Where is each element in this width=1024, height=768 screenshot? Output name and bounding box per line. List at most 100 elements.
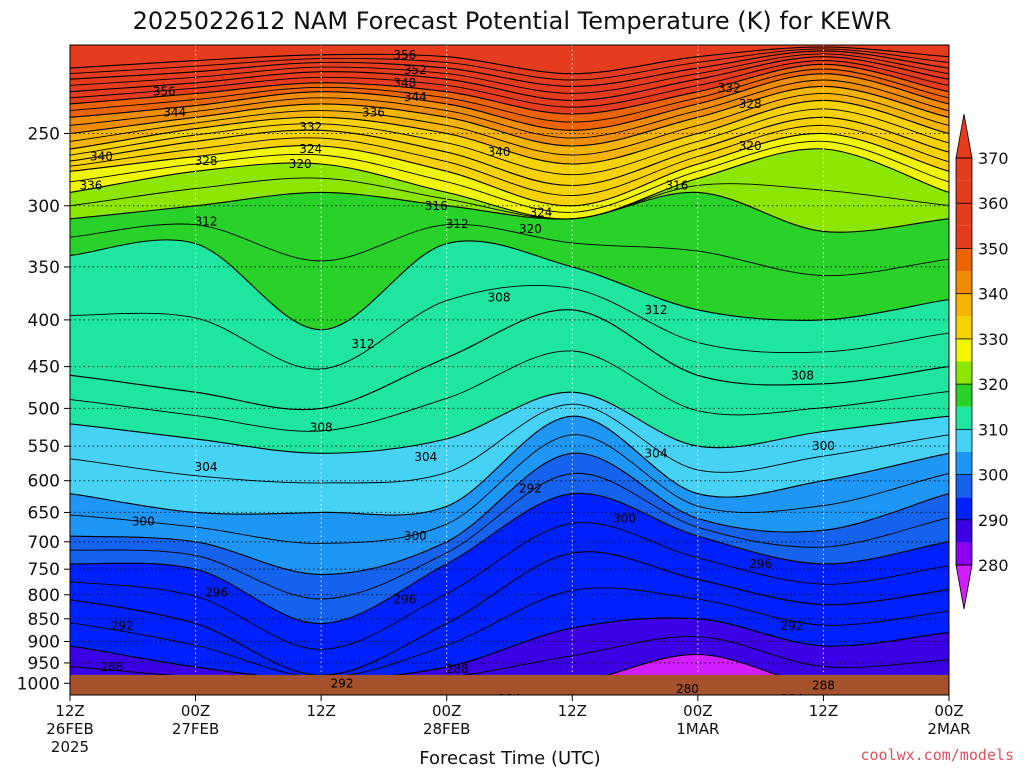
contour-label: 312	[645, 303, 668, 317]
contour-label: 348	[393, 76, 416, 90]
band-356	[70, 45, 949, 74]
x-tick-label: 2025	[51, 738, 89, 756]
contour-label: 340	[488, 145, 511, 159]
colorbar-segment	[956, 338, 972, 362]
colorbar-label: 340	[978, 285, 1009, 304]
x-tick-label: 12Z	[306, 702, 335, 720]
colorbar-segment	[956, 361, 972, 385]
isentrope-minor	[70, 636, 949, 684]
contour-label: 308	[488, 290, 511, 304]
isentrope-308	[70, 309, 949, 411]
contour-label: 320	[739, 139, 762, 153]
isentrope-356	[70, 46, 949, 75]
y-tick-label: 1000	[17, 674, 60, 694]
x-tick-label: 26FEB	[46, 720, 93, 738]
isentrope-344	[70, 63, 949, 115]
x-axis-label: Forecast Time (UTC)	[419, 748, 600, 768]
isentrope-296	[70, 452, 949, 575]
contour-label: 332	[299, 120, 322, 134]
contour-label: 288	[100, 660, 123, 674]
isentrope-minor	[70, 472, 949, 600]
isentrope-minor	[70, 124, 949, 197]
isentrope-minor	[70, 92, 949, 156]
isentrope-352	[70, 50, 949, 87]
x-tick-label: 12Z	[809, 702, 838, 720]
colorbar-segment	[956, 158, 972, 181]
contour-label: 284	[226, 699, 249, 713]
isentrope-288	[70, 551, 949, 676]
contour-label: 300	[812, 439, 835, 453]
isentrope-324	[70, 132, 949, 207]
isentrope-fill-bands	[70, 45, 949, 695]
contour-label: 284	[781, 692, 804, 706]
colorbar-label: 370	[978, 149, 1009, 168]
contour-label: 336	[79, 178, 102, 192]
x-tick-label: 00Z	[181, 702, 210, 720]
colorbar-segment	[956, 293, 972, 317]
y-tick-label: 250	[28, 124, 60, 144]
isentrope-284	[70, 617, 949, 680]
contour-label: 316	[425, 199, 448, 213]
isentrope-316	[70, 191, 949, 233]
contour-label: 304	[645, 446, 668, 460]
isentrope-minor	[70, 68, 949, 123]
y-tick-label: 400	[28, 311, 60, 331]
contour-label: 356	[153, 85, 176, 99]
contour-label: 312	[352, 337, 375, 351]
y-axis-ticks: 2503003504004505005506006507007508008509…	[17, 124, 70, 694]
x-tick-label: 1MAR	[676, 720, 719, 738]
colorbar-segment	[956, 451, 972, 475]
contour-label: 336	[362, 105, 385, 119]
colorbar-label: 350	[978, 239, 1009, 258]
x-tick-label: 12Z	[558, 702, 587, 720]
contour-label: 296	[393, 593, 416, 607]
contour-label: 324	[299, 142, 322, 156]
y-tick-label: 650	[28, 503, 60, 523]
y-tick-label: 900	[28, 632, 60, 652]
colorbar-label: 320	[978, 375, 1009, 394]
contour-label: 316	[665, 178, 688, 192]
contour-label: 312	[195, 214, 218, 228]
y-tick-label: 800	[28, 586, 60, 606]
ground-bar	[70, 675, 949, 695]
isentrope-minor	[70, 79, 949, 139]
contour-label: 308	[310, 421, 333, 435]
contour-label: 296	[749, 557, 772, 571]
contour-label: 296	[205, 585, 228, 599]
y-tick-label: 300	[28, 197, 60, 217]
plot-frame	[69, 44, 950, 696]
contour-label: 332	[718, 81, 741, 95]
y-tick-label: 500	[28, 399, 60, 419]
contour-label: 300	[613, 511, 636, 525]
y-tick-label: 350	[28, 258, 60, 278]
y-tick-label: 850	[28, 610, 60, 630]
isentrope-minor	[70, 108, 949, 176]
colorbar-segment	[956, 406, 972, 430]
chart-title: 2025022612 NAM Forecast Potential Temper…	[133, 7, 892, 35]
contour-label: 292	[781, 619, 804, 633]
contour-label: 324	[529, 205, 552, 219]
colorbar: 280 290 300 310 320 330 340 350 360 370	[955, 113, 1009, 610]
colorbar-segment	[956, 225, 972, 249]
colorbar-label: 330	[978, 330, 1009, 349]
colorbar-segment	[956, 384, 972, 407]
contour-labels: 3563563523483443443403363363323323283283…	[79, 48, 835, 713]
isentrope-minor	[70, 223, 949, 277]
contour-label: 300	[404, 529, 427, 543]
y-tick-label: 450	[28, 358, 60, 378]
isentrope-minor	[70, 285, 949, 370]
contour-label: 320	[289, 157, 312, 171]
colorbar-low-arrow	[955, 564, 973, 610]
contour-label: 292	[111, 619, 134, 633]
isentrope-minor	[70, 434, 949, 544]
isentrope-312	[70, 239, 949, 331]
colorbar-label: 300	[978, 466, 1009, 485]
contour-label: 292	[519, 482, 542, 496]
y-tick-label: 750	[28, 560, 60, 580]
y-tick-label: 700	[28, 533, 60, 553]
colorbar-segment	[956, 316, 972, 339]
contour-label: 344	[404, 90, 427, 104]
y-tick-label: 550	[28, 437, 60, 457]
colorbar-segment	[956, 542, 972, 565]
contour-label: 320	[519, 222, 542, 236]
